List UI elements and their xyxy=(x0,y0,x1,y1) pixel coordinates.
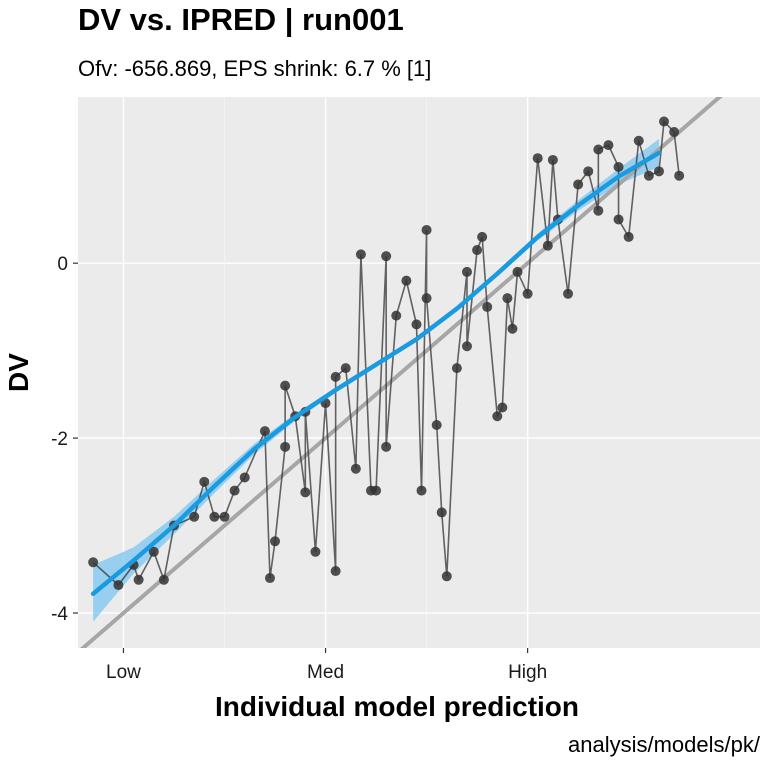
tick-labels: Low Med High 0 -2 -4 xyxy=(51,254,547,683)
data-point xyxy=(482,301,493,312)
data-point xyxy=(583,166,594,177)
caption: analysis/models/pk/ xyxy=(568,732,760,757)
data-point xyxy=(461,266,472,277)
data-point xyxy=(264,573,275,584)
data-point xyxy=(189,511,200,522)
data-point xyxy=(199,476,210,487)
x-tick-label: High xyxy=(508,662,547,683)
y-tick-label: 0 xyxy=(57,254,68,275)
data-point xyxy=(381,441,392,452)
data-point xyxy=(659,116,670,127)
data-point xyxy=(239,472,250,483)
data-point xyxy=(219,511,230,522)
data-point xyxy=(477,231,488,242)
x-tick-label: Med xyxy=(307,662,344,683)
data-point xyxy=(391,310,402,321)
data-point xyxy=(512,266,523,277)
data-point xyxy=(451,363,462,374)
data-point xyxy=(613,214,624,225)
data-point xyxy=(350,463,361,474)
smooth-line-group xyxy=(90,150,662,597)
data-point xyxy=(633,135,644,146)
x-tick-label: Low xyxy=(106,662,141,683)
data-point xyxy=(411,319,422,330)
x-axis-title: Individual model prediction xyxy=(215,691,579,722)
data-point xyxy=(416,485,427,496)
data-point xyxy=(573,179,584,190)
data-point xyxy=(593,144,604,155)
y-tick-label: -4 xyxy=(51,604,68,625)
data-point xyxy=(270,536,281,547)
data-point xyxy=(113,580,124,591)
data-point xyxy=(669,126,680,137)
points-group xyxy=(88,116,685,591)
data-point xyxy=(88,557,99,568)
data-point xyxy=(158,574,169,585)
data-point xyxy=(355,249,366,260)
data-point xyxy=(229,485,240,496)
data-point xyxy=(421,224,432,235)
data-point xyxy=(259,426,270,437)
smooth-line xyxy=(90,150,662,597)
data-point xyxy=(381,251,392,262)
data-point xyxy=(436,507,447,518)
data-point xyxy=(593,205,604,216)
data-point xyxy=(330,566,341,577)
data-point xyxy=(522,288,533,299)
data-point xyxy=(148,546,159,557)
data-point xyxy=(623,231,634,242)
data-point xyxy=(674,170,685,181)
data-point xyxy=(502,293,513,304)
data-point xyxy=(280,380,291,391)
data-point xyxy=(421,293,432,304)
data-point xyxy=(613,161,624,172)
chart-subtitle: Ofv: -656.869, EPS shrink: 6.7 % [1] xyxy=(78,56,432,81)
data-point xyxy=(441,571,452,582)
data-point xyxy=(603,140,614,151)
data-point xyxy=(542,240,553,251)
data-point xyxy=(133,574,144,585)
data-point xyxy=(532,153,543,164)
data-point xyxy=(643,170,654,181)
data-point xyxy=(330,371,341,382)
data-point xyxy=(461,341,472,352)
data-point xyxy=(563,288,574,299)
data-point xyxy=(472,245,483,256)
data-point xyxy=(547,154,558,165)
data-point xyxy=(300,487,311,498)
y-tick-label: -2 xyxy=(51,429,68,450)
data-point xyxy=(401,275,412,286)
data-point xyxy=(497,402,508,413)
data-point xyxy=(340,363,351,374)
data-point xyxy=(653,166,664,177)
data-point xyxy=(492,411,503,422)
data-point xyxy=(371,485,382,496)
data-point xyxy=(209,511,220,522)
data-point xyxy=(310,546,321,557)
chart-title: DV vs. IPRED | run001 xyxy=(78,2,404,37)
data-point xyxy=(431,419,442,430)
data-point xyxy=(507,323,518,334)
y-axis-title: DV xyxy=(3,353,34,392)
data-point xyxy=(280,441,291,452)
